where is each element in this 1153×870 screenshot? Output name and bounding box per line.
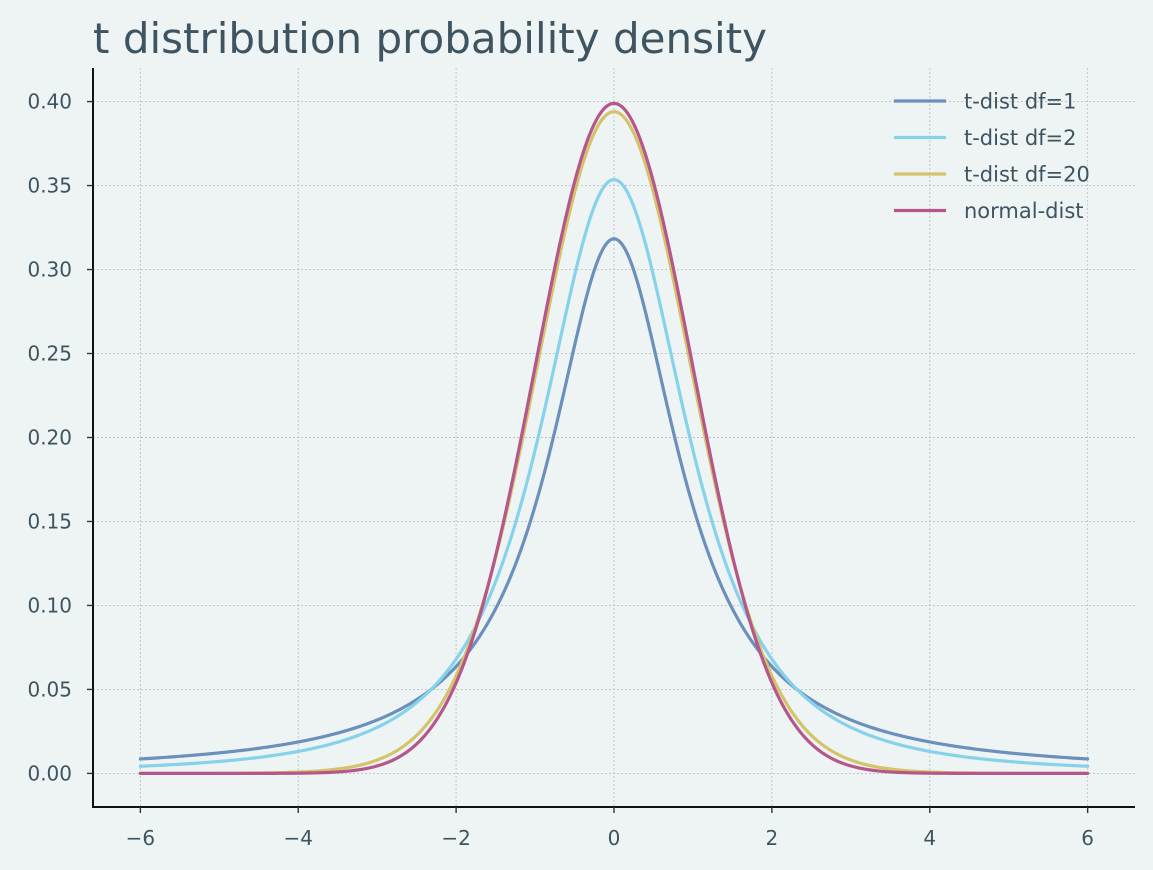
y-ticks: 0.00 0.05 0.10 0.15 0.20 0.25 0.30 0.35 0.40 <box>27 90 93 785</box>
chart-title: t distribution probability density <box>93 14 767 63</box>
x-tick-label: −2 <box>441 826 470 850</box>
legend-label-t-dist-df-2: t-dist df=2 <box>964 126 1077 150</box>
y-tick-label: 0.15 <box>27 509 72 533</box>
series-line-t-dist-df-1 <box>138 237 1090 761</box>
y-tick-label: 0.20 <box>27 426 72 450</box>
series-layer <box>138 101 1090 776</box>
y-tick-label: 0.30 <box>27 258 72 282</box>
y-tick-label: 0.25 <box>27 342 72 366</box>
y-tick-label: 0.35 <box>27 174 72 198</box>
legend: t-dist df=1 t-dist df=2 t-dist df=20 normal… <box>894 90 1090 223</box>
x-tick-label: 4 <box>923 826 936 850</box>
legend-label-t-dist-df-20: t-dist df=20 <box>964 163 1090 187</box>
x-tick-label: −6 <box>126 826 155 850</box>
y-tick-label: 0.40 <box>27 90 72 114</box>
series-line-t-dist-df-2 <box>138 178 1090 768</box>
y-tick-label: 0.05 <box>27 677 72 701</box>
x-tick-label: 2 <box>766 826 779 850</box>
x-ticks: −6 −4 −2 0 2 4 6 <box>126 807 1094 850</box>
x-tick-label: 0 <box>608 826 621 850</box>
legend-label-normal-dist: normal-dist <box>964 199 1084 223</box>
x-tick-label: −4 <box>284 826 313 850</box>
grid <box>93 68 1135 807</box>
y-tick-label: 0.10 <box>27 593 72 617</box>
legend-label-t-dist-df-1: t-dist df=1 <box>964 90 1077 114</box>
series-line-normal-dist <box>138 101 1090 776</box>
x-tick-label: 6 <box>1081 826 1094 850</box>
y-tick-label: 0.00 <box>27 761 72 785</box>
